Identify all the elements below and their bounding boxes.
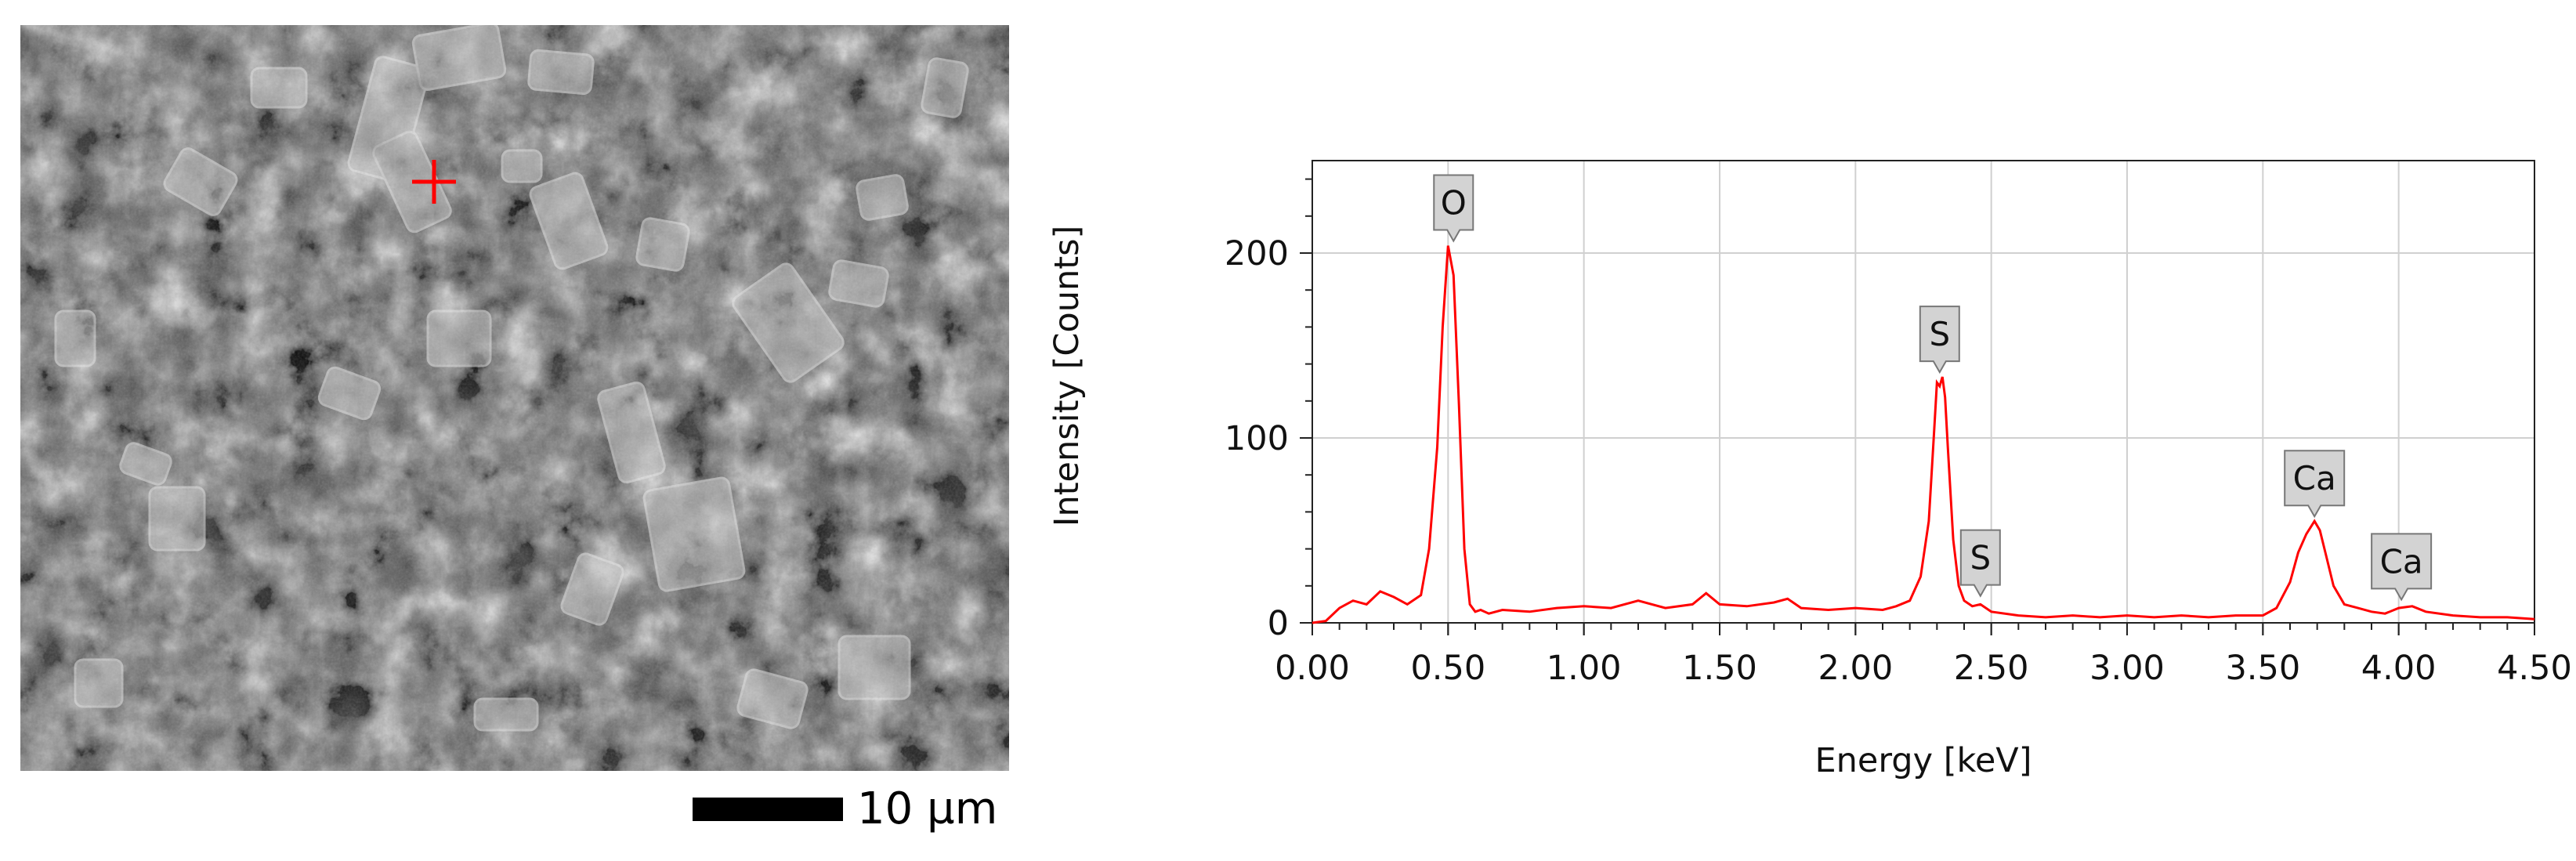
scale-bar-label: 10 µm [857, 783, 998, 834]
spectrum-series-line [1312, 245, 2535, 624]
svg-text:S: S [1970, 539, 1991, 577]
svg-text:O: O [1441, 184, 1467, 222]
x-tick-label: 0.00 [1275, 649, 1350, 688]
y-tick-label: 0 [1268, 604, 1289, 643]
y-axis: 0 100 200 [1225, 234, 1312, 643]
svg-text:S: S [1929, 315, 1950, 353]
x-axis-title: Energy [keV] [1814, 741, 2031, 780]
x-tick-label: 4.00 [2361, 649, 2437, 688]
peak-label: S [1919, 306, 1960, 374]
x-tick-label: 1.00 [1547, 649, 1622, 688]
svg-text:Ca: Ca [2380, 542, 2423, 581]
x-tick-label: 3.00 [2089, 649, 2165, 688]
y-axis-title: Intensity [Counts] [1047, 226, 1087, 526]
minor-ticks [1305, 178, 2535, 635]
x-tick-label: 4.50 [2497, 649, 2572, 688]
y-tick-label: 200 [1225, 234, 1289, 273]
peak-labels: O S S Ca Ca [1433, 174, 2433, 602]
eds-spectrum-chart: 0.00 0.50 1.00 1.50 2.00 2.50 3.00 3.50 4.00 4.50… [1047, 160, 2572, 780]
sem-micrograph [20, 25, 1009, 771]
x-axis: 0.00 0.50 1.00 1.50 2.00 2.50 3.00 3.50 4.00 4.50 [1275, 623, 2572, 688]
y-tick-label: 100 [1225, 419, 1289, 458]
x-tick-label: 2.00 [1818, 649, 1893, 688]
scale-bar [693, 798, 843, 821]
svg-text:Ca: Ca [2293, 459, 2336, 497]
x-tick-label: 0.50 [1410, 649, 1485, 688]
x-tick-label: 2.50 [1954, 649, 2029, 688]
peak-label: Ca [2371, 533, 2433, 602]
peak-label: O [1433, 174, 1474, 243]
x-tick-label: 3.50 [2225, 649, 2300, 688]
plot-frame [1312, 160, 2535, 624]
sem-image [20, 25, 1009, 771]
crosshair-marker [412, 160, 456, 204]
peak-label: S [1959, 529, 2001, 598]
x-tick-label: 1.50 [1682, 649, 1757, 688]
peak-label: Ca [2284, 450, 2346, 519]
